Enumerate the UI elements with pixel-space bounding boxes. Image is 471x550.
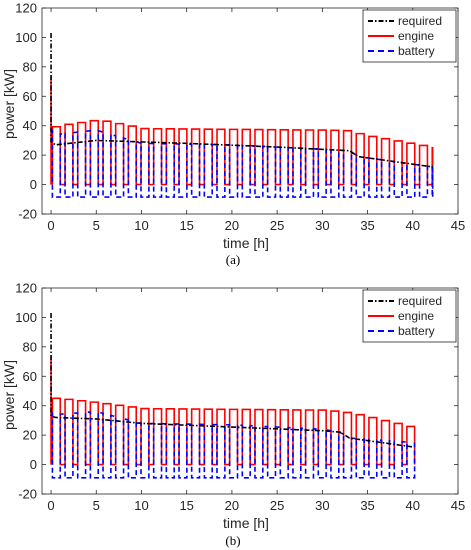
panel-a: 0 5 10 15 20 25 30 35 40 45 -20 0 20 40 60 80 100 120 pow… [1,1,465,268]
panel-b-axes-box [41,287,459,495]
legend-required-label: required [398,294,442,308]
legend-battery-label: battery [398,324,435,338]
panel-b-ticks: 0 5 10 15 20 25 30 35 40 45 -20 0 20 40 60 80 100 120 [15,281,465,514]
panel-b-ylabel: power [kW] [1,360,17,430]
y-tick-label: 20 [23,148,37,163]
y-tick-label: 60 [23,369,37,384]
x-tick-label: 20 [225,218,239,233]
y-tick-label: -20 [18,207,37,222]
y-tick-label: 0 [30,177,37,192]
panel-a-label: (a) [226,252,240,267]
y-tick-label: 120 [15,281,37,296]
panel-a-series-required [50,33,433,168]
y-tick-label: 40 [23,118,37,133]
x-tick-label: 15 [179,498,193,513]
panel-a-axes-box [41,7,459,215]
x-tick-label: 25 [270,498,284,513]
panel-b-label: (b) [225,533,240,548]
panel-b-xlabel: time [h] [223,515,269,531]
x-tick-label: 15 [179,218,193,233]
legend-engine-label: engine [398,309,434,323]
legend-battery-label: battery [398,44,435,58]
panel-a-series-battery [51,129,434,198]
x-tick-label: 0 [47,498,54,513]
x-tick-label: 20 [225,498,239,513]
x-tick-label: 45 [451,218,465,233]
y-tick-label: 40 [23,398,37,413]
y-tick-label: 120 [15,1,37,16]
panel-a-ylabel: power [kW] [1,69,17,139]
panel-a-plot-area [41,7,459,215]
panel-a-xlabel: time [h] [223,235,269,251]
panel-a-ticks: 0 5 10 15 20 25 30 35 40 45 -20 0 20 40 60 80 100 120 [15,1,465,234]
x-tick-label: 0 [47,218,54,233]
x-tick-label: 10 [134,498,148,513]
panel-b-series-required [50,313,413,448]
panel-a-series-engine [50,77,434,186]
x-tick-label: 35 [360,498,374,513]
x-tick-label: 40 [406,498,420,513]
panel-b-legend: required engine battery [362,289,457,343]
panel-b-plot-area [41,287,459,495]
panel-a-legend: required engine battery [362,9,457,63]
x-tick-label: 30 [315,498,329,513]
panel-b-series-engine [50,357,416,466]
x-tick-label: 30 [315,218,329,233]
x-tick-label: 40 [406,218,420,233]
y-tick-label: 100 [15,30,37,45]
y-tick-label: -20 [18,487,37,502]
y-tick-label: 80 [23,339,37,354]
y-tick-label: 80 [23,59,37,74]
x-tick-label: 10 [134,218,148,233]
y-tick-label: 60 [23,89,37,104]
x-tick-label: 5 [93,218,100,233]
legend-required-label: required [398,14,442,28]
y-tick-label: 0 [30,457,37,472]
x-tick-label: 5 [93,498,100,513]
x-tick-label: 25 [270,218,284,233]
x-tick-label: 45 [451,498,465,513]
y-tick-label: 20 [23,428,37,443]
x-tick-label: 35 [360,218,374,233]
panel-b: 0 5 10 15 20 25 30 35 40 45 -20 0 20 40 60 80 100 120 pow… [1,281,465,549]
y-tick-label: 100 [15,310,37,325]
panel-b-series-battery [51,411,416,479]
legend-engine-label: engine [398,29,434,43]
